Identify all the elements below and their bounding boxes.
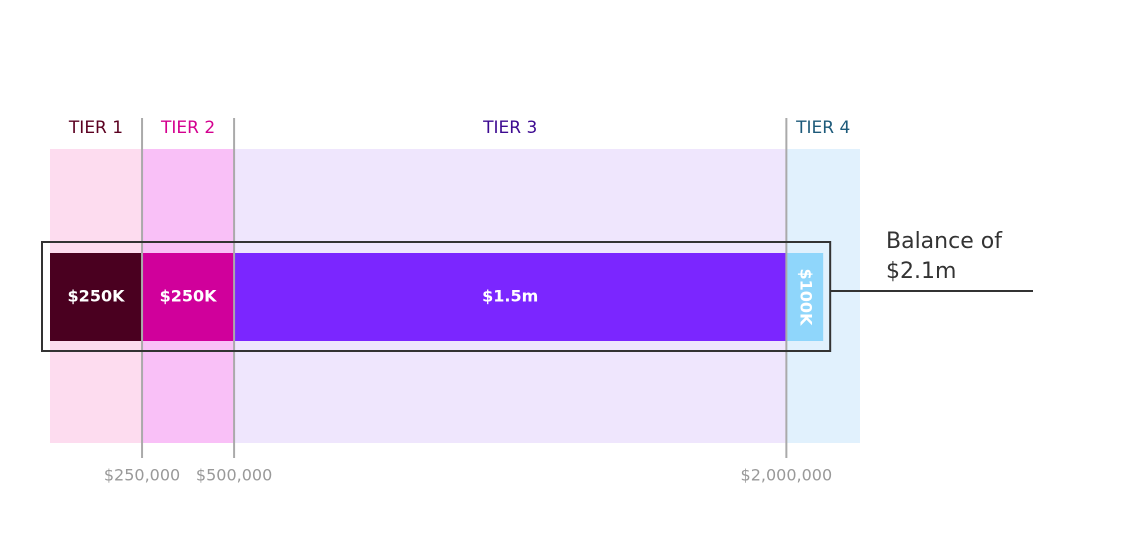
annotation: Balance of [886, 229, 1003, 254]
bar-segment [234, 253, 787, 341]
x-tick-label: $250,000 [104, 466, 180, 485]
value-label: $250K [160, 287, 218, 306]
annotation: $2.1m [886, 259, 956, 284]
bar-segment [786, 253, 824, 341]
x-tick-label: $500,000 [196, 466, 272, 485]
tier-label: TIER 4 [795, 118, 850, 138]
tier-label: TIER 3 [482, 118, 537, 138]
tier-label: TIER 1 [68, 118, 123, 138]
tier-label: TIER 2 [160, 118, 215, 138]
bar-segment [142, 253, 235, 341]
balance-frame [41, 241, 832, 352]
value-label: $100K [796, 269, 815, 327]
value-label: $1.5m [482, 287, 538, 306]
x-tick-label: $2,000,000 [741, 466, 833, 485]
value-label: $250K [68, 287, 126, 306]
bar-segment [50, 253, 143, 341]
